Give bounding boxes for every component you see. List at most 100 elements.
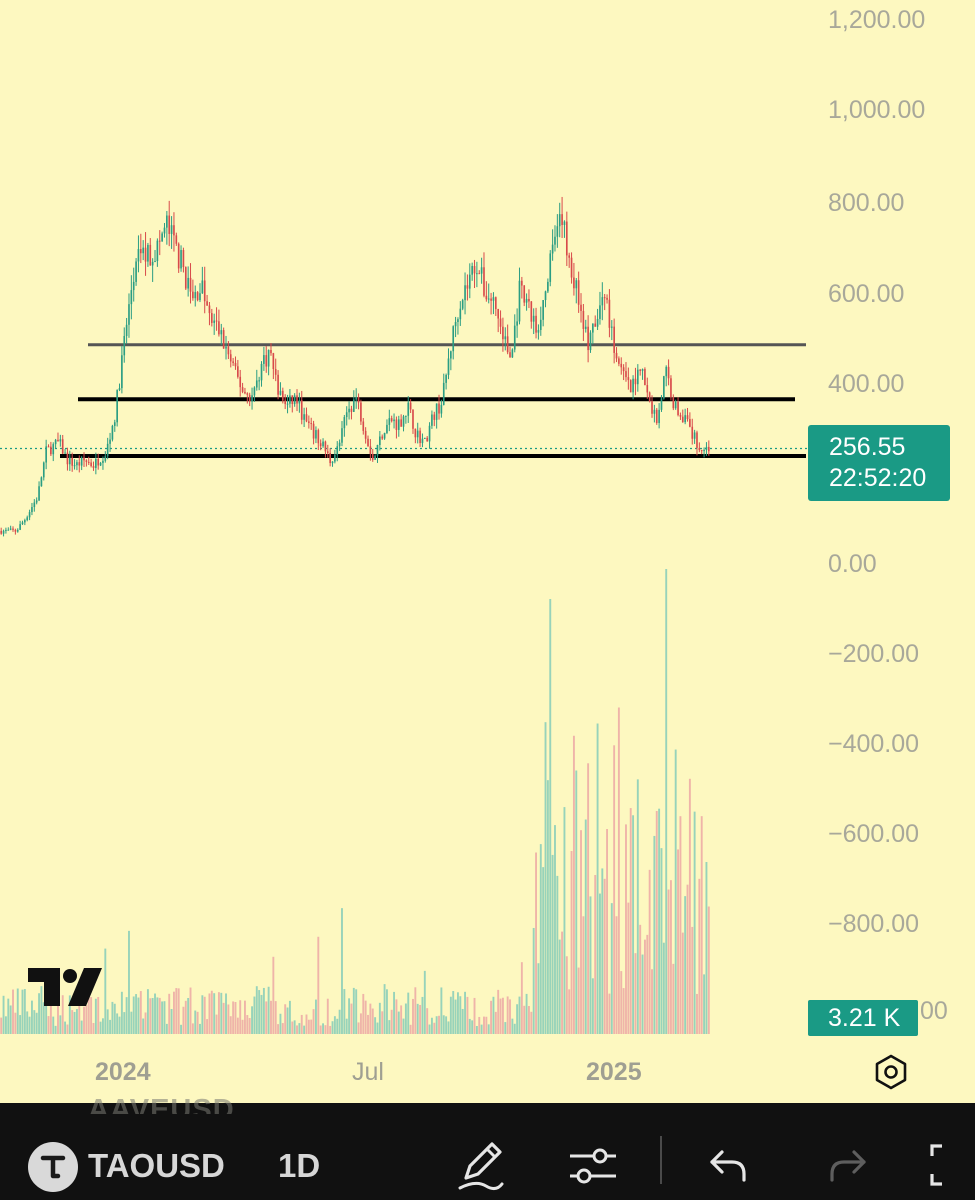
volume-bar <box>542 867 545 1034</box>
volume-bar <box>251 1006 253 1034</box>
candle <box>222 327 225 349</box>
volume-bar <box>232 1001 235 1034</box>
volume-bar <box>255 986 258 1034</box>
candle <box>696 430 698 456</box>
candle <box>646 377 649 399</box>
volume-bar <box>364 1000 367 1034</box>
volume-bar <box>603 878 606 1034</box>
candle <box>606 294 608 304</box>
volume-bar <box>468 1018 471 1034</box>
volume-bar <box>120 991 123 1034</box>
volume-bar <box>272 956 275 1034</box>
candle <box>21 520 24 525</box>
candle <box>47 444 50 448</box>
candle <box>679 412 682 420</box>
candle <box>315 426 317 444</box>
candle <box>587 315 589 363</box>
candle <box>492 292 495 315</box>
volume-bar <box>132 996 135 1034</box>
volume-bar <box>471 1020 474 1034</box>
candle <box>54 438 57 448</box>
volume-bar <box>170 1009 173 1034</box>
volume-bar <box>599 893 601 1034</box>
candle <box>445 373 447 390</box>
candle <box>239 369 242 397</box>
fullscreen-icon[interactable] <box>928 1140 975 1190</box>
candle <box>447 348 450 380</box>
volume-bar <box>554 825 556 1034</box>
symbol-button[interactable]: TAOUSD <box>88 1147 225 1184</box>
undo-icon[interactable] <box>706 1146 752 1186</box>
pencil-icon[interactable] <box>456 1138 506 1192</box>
candle <box>539 306 542 336</box>
symbol-logo-icon[interactable] <box>28 1142 78 1192</box>
candle <box>379 430 381 451</box>
candle <box>421 433 424 448</box>
price-chart[interactable] <box>0 0 975 1100</box>
candle <box>125 317 128 344</box>
volume-bar <box>225 993 227 1034</box>
volume-bar <box>438 1015 440 1034</box>
candle <box>435 403 438 429</box>
volume-bar <box>610 903 613 1034</box>
candle <box>360 399 362 425</box>
volume-bar <box>102 1018 104 1034</box>
volume-bar <box>494 1011 497 1034</box>
volume-bar <box>217 992 220 1034</box>
candle <box>634 367 637 396</box>
volume-bar <box>674 749 677 1034</box>
volume-bar <box>71 1010 74 1034</box>
candle <box>589 330 592 353</box>
candle <box>38 481 40 502</box>
volume-bar <box>369 1003 372 1034</box>
volume-bar <box>497 989 500 1034</box>
volume-bar <box>338 1009 341 1034</box>
volume-bar <box>28 1016 31 1034</box>
candle <box>494 296 497 316</box>
candle <box>201 266 204 294</box>
volume-bar <box>187 997 190 1034</box>
candle <box>615 347 618 363</box>
candle <box>386 419 388 435</box>
volume-bar <box>388 1020 391 1034</box>
candle <box>154 250 156 263</box>
volume-bar <box>374 1017 377 1034</box>
candle <box>147 242 149 267</box>
volume-bar <box>528 1006 530 1034</box>
candle <box>573 262 575 296</box>
volume-bar <box>478 1016 481 1034</box>
candle <box>438 394 440 420</box>
volume-bar <box>433 1022 436 1034</box>
volume-bar <box>532 927 535 1034</box>
candle <box>651 395 653 418</box>
candle <box>73 459 76 470</box>
toolbar-divider <box>660 1136 662 1184</box>
candle <box>64 448 66 454</box>
volume-badge[interactable]: 3.21 K <box>808 1000 918 1036</box>
candle <box>428 422 431 449</box>
last-price-badge[interactable]: 256.55 22:52:20 <box>808 425 950 501</box>
candle <box>258 376 260 391</box>
sliders-icon[interactable] <box>566 1142 620 1190</box>
volume-bar <box>80 1020 83 1034</box>
volume-bar <box>246 1015 249 1034</box>
volume-bar <box>501 997 504 1034</box>
candle <box>5 527 7 534</box>
candle <box>388 409 391 432</box>
volume-bar <box>485 1016 488 1034</box>
candle <box>336 441 339 462</box>
volume-bar <box>688 778 691 1034</box>
volume-bar <box>215 1014 218 1034</box>
volume-bar <box>350 1003 353 1034</box>
hexagon-settings-icon[interactable] <box>872 1053 910 1091</box>
redo-icon[interactable] <box>824 1146 870 1186</box>
volume-bar <box>466 996 469 1034</box>
volume-bar <box>442 1015 445 1034</box>
interval-button[interactable]: 1D <box>278 1147 321 1184</box>
volume-bar <box>393 991 395 1034</box>
volume-bar <box>487 1024 490 1034</box>
volume-bar <box>274 1001 277 1034</box>
candle <box>511 348 514 358</box>
candle <box>528 289 530 309</box>
candle <box>168 200 171 247</box>
